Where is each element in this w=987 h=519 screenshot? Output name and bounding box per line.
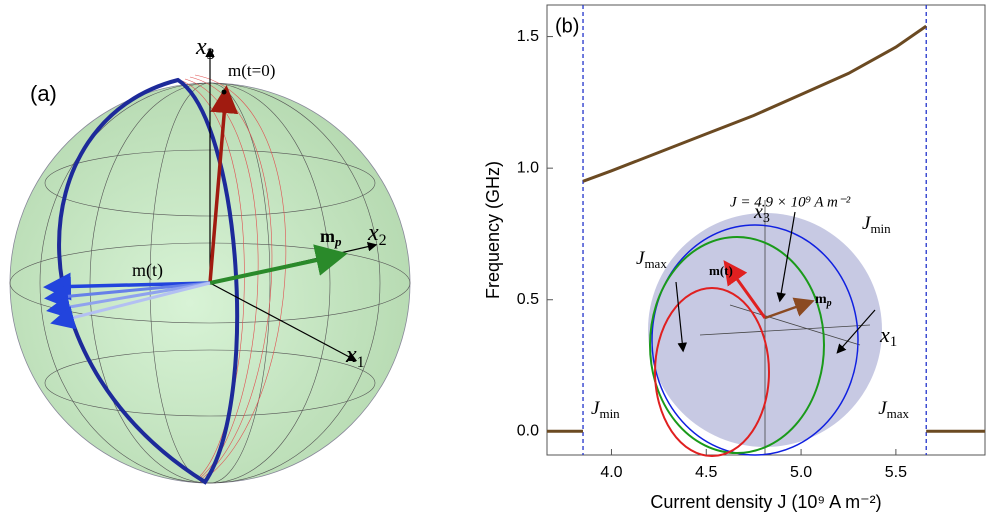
y-tick-label: 0.0: [517, 423, 539, 440]
main: x: [195, 34, 207, 60]
x-tick-label: 4.5: [695, 464, 717, 481]
panel-b: (b) Current density J (10⁹ A m⁻²) Freque…: [483, 5, 985, 512]
y-tick-label: 1.5: [517, 28, 539, 45]
sub: 3: [763, 211, 770, 226]
panel-label: (a): [30, 81, 57, 106]
sub: max: [887, 406, 910, 421]
figure: (a) x3 x1 x2 m(t=0) mp m(t) (b) Current …: [0, 0, 987, 519]
main: x: [879, 322, 890, 347]
main: m: [815, 292, 827, 307]
panel-label: (b): [555, 15, 579, 37]
main: x: [367, 220, 379, 246]
y-tick-label: 1.0: [517, 159, 539, 176]
y-axis-label: Frequency (GHz): [483, 161, 503, 299]
sub: p: [334, 234, 342, 249]
tip-dot: [222, 90, 227, 95]
sub: max: [644, 256, 667, 271]
inset-label: Jmin: [862, 213, 891, 236]
vector-label: m(t=0): [228, 61, 275, 80]
x-tick-label: 5.5: [885, 464, 907, 481]
sub: p: [826, 298, 832, 309]
y-tick-label: 0.5: [517, 291, 539, 308]
sub: 2: [379, 232, 387, 249]
x-axis-label: Current density J (10⁹ A m⁻²): [650, 492, 881, 512]
sub: 1: [890, 334, 898, 350]
inset-axis-label: x1: [879, 322, 897, 350]
threshold-label: Jmin: [591, 398, 620, 421]
threshold-label: Jmax: [878, 398, 909, 421]
panel-a: (a) x3 x1 x2 m(t=0) mp m(t): [10, 34, 410, 484]
x-tick-label: 5.0: [790, 464, 812, 481]
main: m: [320, 226, 335, 246]
main: x: [345, 342, 357, 368]
sub: min: [870, 221, 891, 236]
sub: 1: [357, 354, 365, 371]
inset-label: Jmax: [636, 248, 667, 271]
axis-label: x3: [195, 34, 215, 63]
sub: min: [599, 406, 620, 421]
vector-label: m(t): [132, 260, 163, 281]
inset-label: m(t): [709, 263, 733, 278]
sub: 3: [207, 46, 215, 63]
x-tick-label: 4.0: [600, 464, 622, 481]
inset: x 3 x1 Jmax Jmin m(t) mp J = 4.9 × 10⁹ A …: [636, 194, 897, 456]
inset-note: J = 4.9 × 10⁹ A m⁻²: [730, 194, 851, 210]
